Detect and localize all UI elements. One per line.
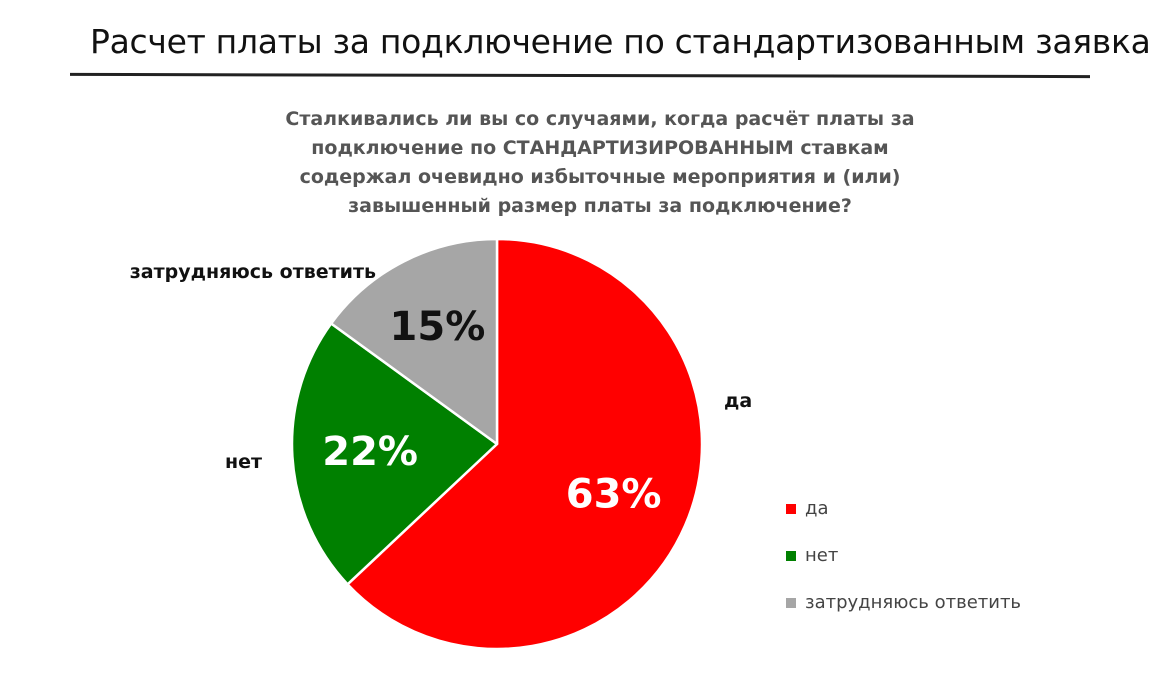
- chart-legend: да нет затрудняюсь ответить: [786, 497, 1021, 638]
- category-label-unsure: затрудняюсь ответить: [130, 261, 376, 283]
- pie-slice-unsure: [329, 237, 499, 446]
- legend-swatch: [786, 597, 796, 608]
- pie-value-labels: 63% 22% 15%: [322, 304, 661, 517]
- legend-label: затрудняюсь ответить: [805, 592, 1022, 613]
- legend-item-unsure: затрудняюсь ответить: [786, 591, 1021, 614]
- legend-label: да: [805, 498, 829, 519]
- pie-category-labels: да нет затрудняюсь ответить: [130, 261, 752, 473]
- legend-label: нет: [805, 545, 839, 566]
- slice-value-label: 15%: [390, 304, 486, 350]
- chart-title-line: содержал очевидно избыточные мероприятия…: [299, 166, 901, 188]
- legend-swatch: [786, 550, 796, 561]
- legend-item-no: нет: [786, 544, 1021, 567]
- slice-value-label: 22%: [322, 429, 418, 475]
- legend-item-yes: да: [786, 497, 1021, 520]
- pie-slice-no: [290, 322, 499, 586]
- chart-title-line: завышенный размер платы за подключение?: [348, 195, 852, 217]
- chart-title-line: подключение по СТАНДАРТИЗИРОВАННЫМ ставк…: [311, 137, 889, 159]
- chart-title-line: Сталкивались ли вы со случаями, когда ра…: [285, 108, 915, 130]
- category-label-no: нет: [225, 451, 262, 473]
- pie-slice-yes: [346, 237, 704, 651]
- category-label-yes: да: [724, 390, 752, 412]
- pie-slices: [290, 237, 704, 651]
- page-title: Расчет платы за подключение по стандарти…: [90, 22, 1152, 61]
- legend-swatch: [786, 503, 796, 514]
- chart-title: Сталкивались ли вы со случаями, когда ра…: [250, 105, 950, 221]
- slice-value-label: 63%: [566, 471, 662, 517]
